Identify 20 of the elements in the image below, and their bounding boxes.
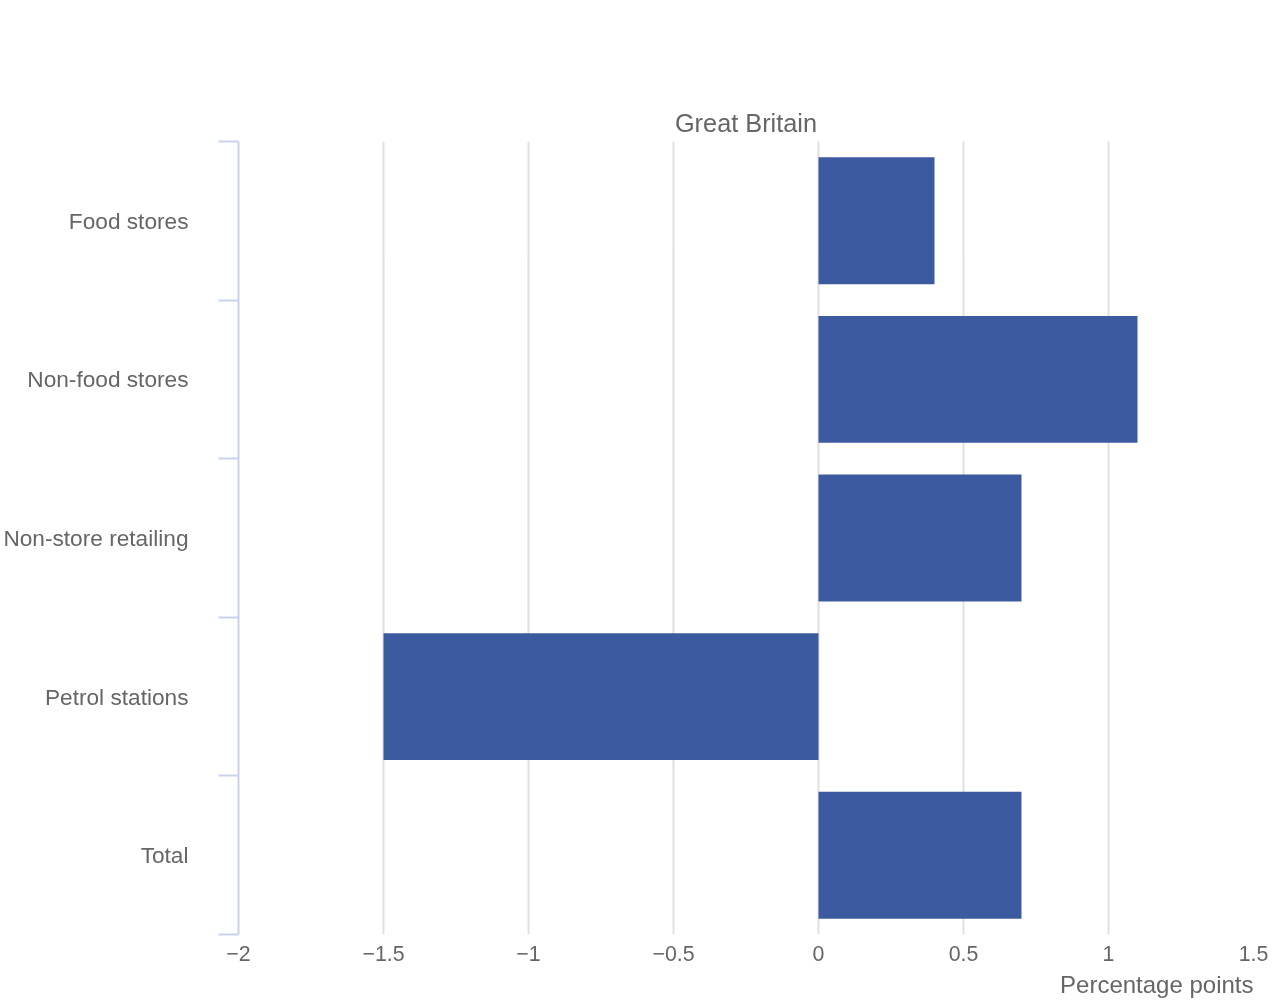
bar <box>818 315 1138 443</box>
y-tick-label: Food stores <box>68 207 189 234</box>
bar <box>818 791 1022 919</box>
y-tick-label: Non-food stores <box>27 366 189 393</box>
y-tick-label: Non-store retailing <box>3 525 189 551</box>
x-tick-label: 1 <box>1102 941 1115 966</box>
x-axis-title: Percentage points <box>1060 970 1254 998</box>
x-tick-label: 1.5 <box>1238 941 1269 966</box>
x-tick-label: 0.5 <box>948 941 979 966</box>
chart-title: Great Britain <box>674 108 818 137</box>
x-tick-label: 0 <box>812 941 825 966</box>
y-tick-label: Petrol stations <box>44 683 189 710</box>
x-tick-label: −0.5 <box>652 941 695 966</box>
x-tick-label: −1 <box>516 941 541 966</box>
x-tick-label: −2 <box>226 941 251 966</box>
x-tick-label: −1.5 <box>362 941 405 966</box>
bar <box>383 633 819 761</box>
bar <box>818 157 935 285</box>
bar <box>818 474 1022 602</box>
y-tick-label: Total <box>140 842 189 869</box>
